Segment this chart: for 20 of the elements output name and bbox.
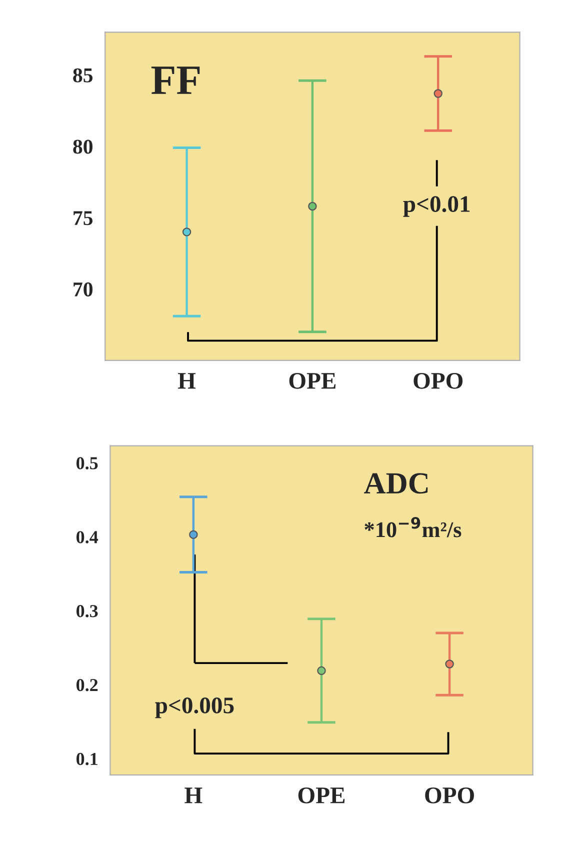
x-tick-label: H [178,373,196,389]
annotation: p<0.005 [155,697,234,718]
y-tick-label: 0.4 [76,531,98,544]
y-tick-label: 0.1 [76,752,98,766]
y-tick-label: 75 [74,211,93,226]
text: FF [151,66,200,94]
y-tick-label: 80 [73,140,92,154]
y-tick-label: 85 [73,68,93,82]
x-tick-label: OPO [425,787,474,804]
y-tick-label: 70 [74,282,92,296]
x-tick-label: OPO [414,372,463,389]
text: ADC [364,473,428,494]
x-tick-label: OPE [298,787,345,804]
y-tick-label: 0.2 [76,678,98,692]
y-tick-label: 0.3 [76,605,98,618]
x-tick-label: H [184,788,202,804]
x-tick-label: OPE [289,372,336,389]
text: *10$^{−9}$m²/s [364,517,462,538]
y-tick-label: 0.5 [76,457,98,470]
annotation: p<0.01 [403,196,470,217]
